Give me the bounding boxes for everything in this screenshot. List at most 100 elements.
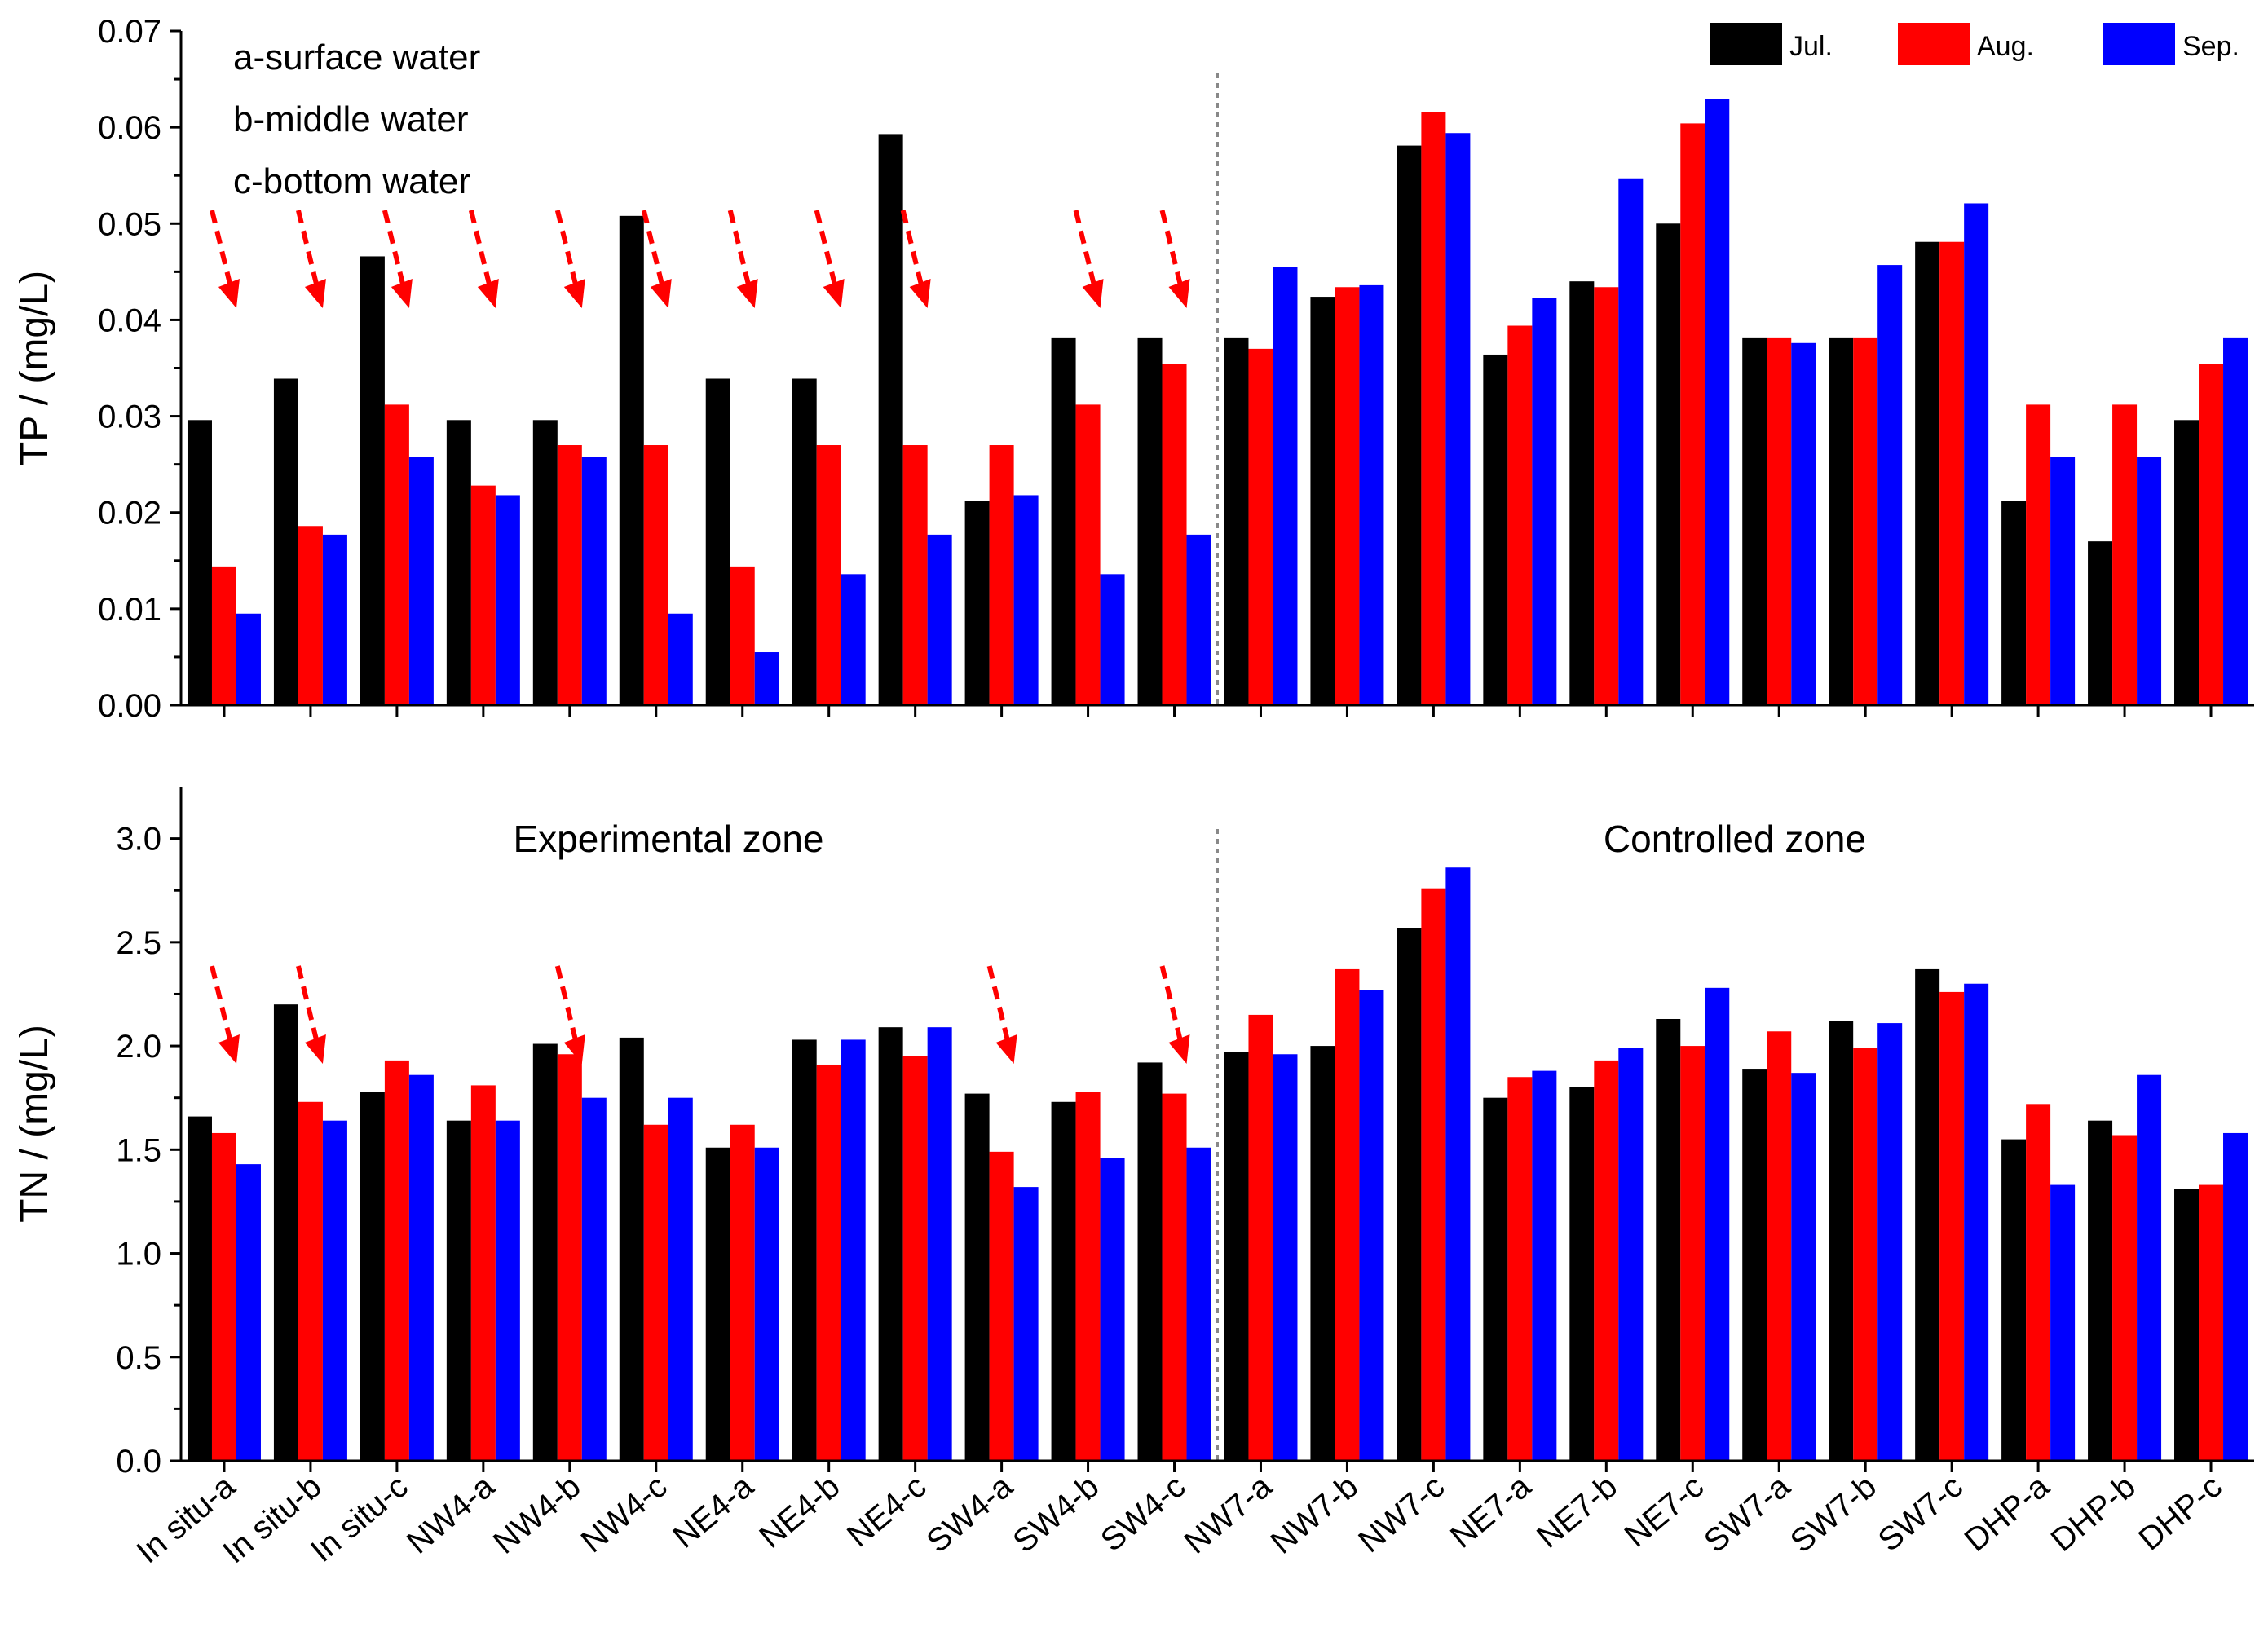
category-labels: In situ-aIn situ-bIn situ-cNW4-aNW4-bNW4… <box>130 1468 2228 1571</box>
tn-panel: 0.0 0.5 1.0 1.5 2.0 2.5 3.0 TN / (mg/L) Experime… <box>13 787 2254 1480</box>
arrow-head <box>1168 279 1190 308</box>
bar-tp-sep-15 <box>1532 298 1557 705</box>
bar-tp-jul-14 <box>1397 145 1422 706</box>
bar-tn-aug-11 <box>1162 1093 1187 1461</box>
category-label-23: DHP-c <box>2132 1468 2229 1557</box>
bar-tn-sep-8 <box>927 1027 952 1461</box>
bar-tn-sep-17 <box>1705 987 1730 1461</box>
arrow-tn-0 <box>210 965 240 1064</box>
y-tick-label-tn-2: 1.0 <box>116 1237 161 1273</box>
bar-tp-jul-2 <box>360 256 385 705</box>
category-label-7: NE4-b <box>752 1468 846 1555</box>
arrow-shaft <box>1159 965 1183 1040</box>
bar-tn-jul-1 <box>273 1004 298 1461</box>
arrow-tp-7 <box>814 210 845 308</box>
bar-tn-aug-13 <box>1335 968 1360 1461</box>
bar-tp-jul-13 <box>1310 297 1335 705</box>
bar-tp-aug-2 <box>384 404 409 705</box>
bar-tn-sep-5 <box>668 1097 693 1461</box>
bar-tp-aug-18 <box>1767 337 1792 705</box>
bar-tp-aug-10 <box>1075 404 1101 705</box>
arrow-head <box>995 1034 1017 1064</box>
bar-tn-jul-14 <box>1397 928 1422 1461</box>
bar-tn-aug-20 <box>1939 991 1965 1461</box>
bar-tp-sep-5 <box>668 613 693 705</box>
arrow-tp-5 <box>641 210 672 308</box>
bar-tp-sep-23 <box>2223 337 2248 705</box>
bar-tn-jul-17 <box>1656 1018 1681 1461</box>
arrow-shaft <box>296 210 319 284</box>
arrow-tp-9 <box>1073 210 1104 308</box>
y-tick-label-tn-4: 2.0 <box>116 1029 161 1065</box>
y-tick-label-tn-0: 0.0 <box>116 1444 161 1480</box>
bar-tn-jul-2 <box>360 1092 385 1461</box>
bar-tp-aug-13 <box>1335 287 1360 705</box>
bar-tp-sep-22 <box>2137 457 2162 705</box>
bar-tn-jul-22 <box>2088 1120 2113 1461</box>
bar-tn-aug-14 <box>1421 888 1446 1461</box>
bar-tn-jul-18 <box>1742 1069 1767 1461</box>
bar-tn-sep-1 <box>322 1120 347 1461</box>
bar-tn-aug-22 <box>2112 1135 2138 1461</box>
y-tick-label-tp-2: 0.02 <box>98 496 161 532</box>
bar-tp-jul-8 <box>878 134 903 706</box>
arrow-shaft <box>554 210 578 284</box>
arrow-tp-10 <box>1159 210 1190 308</box>
arrow-tn-3 <box>986 965 1017 1064</box>
bar-tp-aug-8 <box>902 445 928 705</box>
legend-label-1: Aug. <box>1977 31 2034 62</box>
arrow-shaft <box>900 210 924 284</box>
y-tick-label-tp-5: 0.05 <box>98 206 161 242</box>
legend-label-2: Sep. <box>2182 31 2239 62</box>
legend-label-0: Jul. <box>1789 31 1833 62</box>
arrow-tp-0 <box>210 210 240 308</box>
bar-tp-sep-4 <box>581 457 607 705</box>
bar-tn-jul-15 <box>1483 1097 1508 1461</box>
bar-tp-jul-21 <box>2001 501 2027 705</box>
category-label-11: SW4-c <box>1094 1468 1192 1559</box>
bar-tp-jul-0 <box>187 420 212 705</box>
bar-tp-jul-16 <box>1569 281 1595 706</box>
bar-tn-aug-1 <box>298 1101 323 1461</box>
bar-tp-jul-20 <box>1915 241 1940 705</box>
bar-tp-sep-3 <box>495 495 520 705</box>
category-label-4: NW4-b <box>487 1468 588 1561</box>
bar-tn-sep-4 <box>581 1097 607 1461</box>
bar-tn-jul-5 <box>619 1037 644 1461</box>
bar-tp-jul-15 <box>1483 354 1508 705</box>
bar-tn-aug-18 <box>1767 1031 1792 1461</box>
bar-tp-sep-17 <box>1705 99 1730 706</box>
arrow-head <box>304 279 326 308</box>
bar-tp-sep-7 <box>841 574 866 705</box>
arrow-shaft <box>1159 210 1183 284</box>
arrow-shaft <box>727 210 751 284</box>
bar-tp-sep-16 <box>1618 178 1644 706</box>
bar-tn-aug-19 <box>1853 1048 1878 1461</box>
bar-tp-aug-12 <box>1248 348 1273 705</box>
bar-tn-jul-19 <box>1829 1021 1854 1461</box>
y-axis-title-tn: TN / (mg/L) <box>13 1025 56 1223</box>
bar-tp-aug-5 <box>643 445 668 705</box>
arrow-head <box>304 1034 326 1064</box>
bar-tn-aug-3 <box>470 1085 496 1461</box>
bar-tn-jul-7 <box>792 1039 817 1461</box>
y-tick-label-tp-4: 0.04 <box>98 302 161 338</box>
bar-tp-aug-0 <box>211 566 236 705</box>
arrow-tp-1 <box>296 210 326 308</box>
y-tick-label-tn-1: 0.5 <box>116 1340 161 1376</box>
bar-tp-aug-19 <box>1853 337 1878 705</box>
arrow-tp-6 <box>727 210 758 308</box>
tp-panel: 0.00 0.01 0.02 0.03 0.04 0.05 0.06 0.07 TP / (mg… <box>13 14 2254 724</box>
bar-tp-aug-3 <box>470 485 496 705</box>
bar-tn-sep-23 <box>2223 1132 2248 1461</box>
bar-tp-sep-12 <box>1273 267 1298 705</box>
arrow-tp-4 <box>554 210 585 308</box>
bar-tn-sep-3 <box>495 1120 520 1461</box>
bar-tn-jul-20 <box>1915 968 1940 1461</box>
bar-tp-aug-6 <box>730 566 755 705</box>
bar-tp-aug-20 <box>1939 241 1965 705</box>
arrow-head <box>477 279 499 308</box>
arrow-head <box>650 279 672 308</box>
category-label-22: DHP-b <box>2045 1468 2142 1559</box>
bar-tn-sep-9 <box>1013 1187 1039 1461</box>
